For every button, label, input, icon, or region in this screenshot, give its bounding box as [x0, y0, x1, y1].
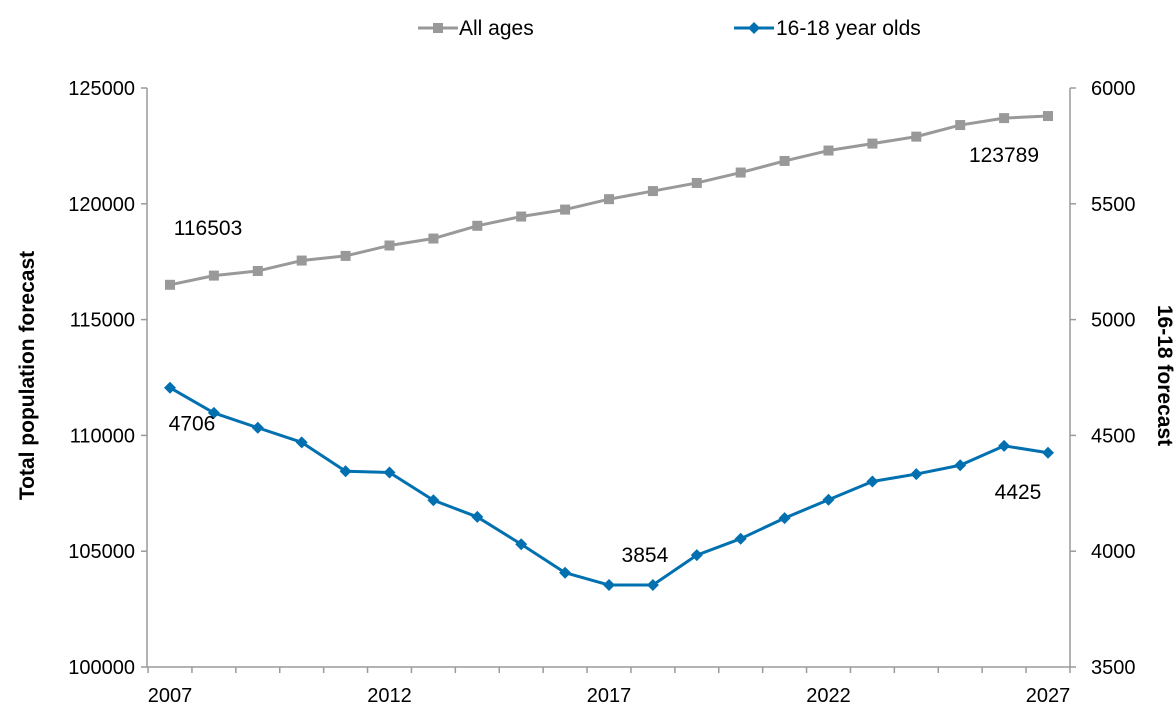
- all-ages-point: [165, 279, 175, 290]
- 16-18-point: [866, 475, 879, 488]
- 16-18-point: [1042, 446, 1054, 459]
- right-axis-title: 16-18 forecast: [1153, 305, 1174, 446]
- x-tick-label: 2007: [148, 685, 193, 704]
- 16-18-point: [690, 549, 703, 562]
- left-axis-title: Total population forecast: [16, 251, 39, 500]
- 16-18-point: [164, 381, 176, 394]
- all-ages-point: [208, 270, 219, 281]
- series-layer: [164, 111, 1054, 592]
- 16-18-point: [910, 468, 923, 481]
- all-ages-point: [911, 131, 922, 142]
- legend-label: 16-18 year olds: [776, 17, 921, 40]
- legend-diamond-marker: [748, 22, 760, 34]
- 16-18-point: [207, 406, 220, 419]
- all-ages-point: [647, 186, 658, 197]
- right-tick-label: 6000: [1091, 78, 1136, 100]
- all-ages-point: [340, 250, 351, 261]
- 16-18-point: [954, 459, 967, 472]
- 16-18-point: [295, 436, 308, 449]
- 16-18-point: [778, 512, 791, 525]
- all-ages-point: [472, 220, 483, 231]
- x-tick-label: 2022: [806, 685, 851, 704]
- all-ages-point: [955, 120, 966, 131]
- left-tick-label: 115000: [70, 310, 135, 332]
- left-tick-label: 100000: [68, 657, 135, 679]
- all-ages-point: [428, 233, 439, 244]
- legend-square-marker: [433, 23, 443, 33]
- all-ages-point: [867, 138, 878, 149]
- all-ages-point: [252, 265, 263, 276]
- 16-18-point: [559, 566, 572, 579]
- data-label: 4425: [995, 481, 1042, 504]
- all-ages-point: [735, 167, 746, 178]
- legend: All ages 16-18 year olds: [418, 17, 921, 40]
- right-tick-label: 5500: [1091, 194, 1136, 216]
- right-tick-label: 4000: [1091, 541, 1136, 563]
- all-ages-point: [384, 240, 395, 251]
- 16-18-point: [734, 532, 747, 545]
- left-tick-label: 125000: [68, 78, 135, 100]
- all-ages-point: [1043, 111, 1053, 122]
- 16-18-point: [515, 538, 528, 551]
- all-ages-point: [823, 145, 834, 156]
- all-ages-point: [604, 194, 614, 205]
- axes: 100000 105000 110000 115000 120000 125000 3500…: [16, 78, 1174, 704]
- x-tick-label: 2012: [367, 685, 412, 704]
- left-tick-label: 120000: [68, 194, 135, 216]
- 16-18-point: [471, 510, 484, 523]
- data-labels: 116503 123789 4706 3854 4425: [169, 144, 1042, 567]
- data-label: 4706: [169, 413, 216, 436]
- x-tick-label: 2017: [587, 685, 632, 704]
- legend-label: All ages: [459, 17, 534, 40]
- 16-18-point: [427, 494, 440, 507]
- right-tick-label: 3500: [1091, 657, 1136, 679]
- data-label: 116503: [174, 217, 243, 240]
- left-tick-label: 110000: [70, 425, 135, 447]
- data-label: 123789: [969, 144, 1039, 167]
- 16-18-point: [822, 493, 835, 506]
- all-ages-point: [691, 177, 702, 188]
- x-tick-label: 2027: [1026, 685, 1071, 704]
- all-ages-point: [999, 113, 1010, 124]
- left-tick-label: 105000: [68, 541, 135, 563]
- all-ages-point: [779, 155, 790, 166]
- 16-18-point: [603, 579, 615, 592]
- right-tick-label: 4500: [1091, 425, 1136, 447]
- 16-18-point: [339, 465, 352, 478]
- all-ages-point: [560, 204, 571, 215]
- 16-18-point: [383, 466, 396, 479]
- all-ages-point: [516, 211, 527, 222]
- 16-18-point: [646, 579, 659, 592]
- data-label: 3854: [622, 544, 669, 567]
- 16-18-point: [251, 421, 264, 434]
- 16-18-point: [998, 439, 1011, 452]
- series-line-16-18-year-olds: [169, 386, 1049, 587]
- all-ages-point: [296, 255, 307, 266]
- right-tick-label: 5000: [1091, 310, 1136, 332]
